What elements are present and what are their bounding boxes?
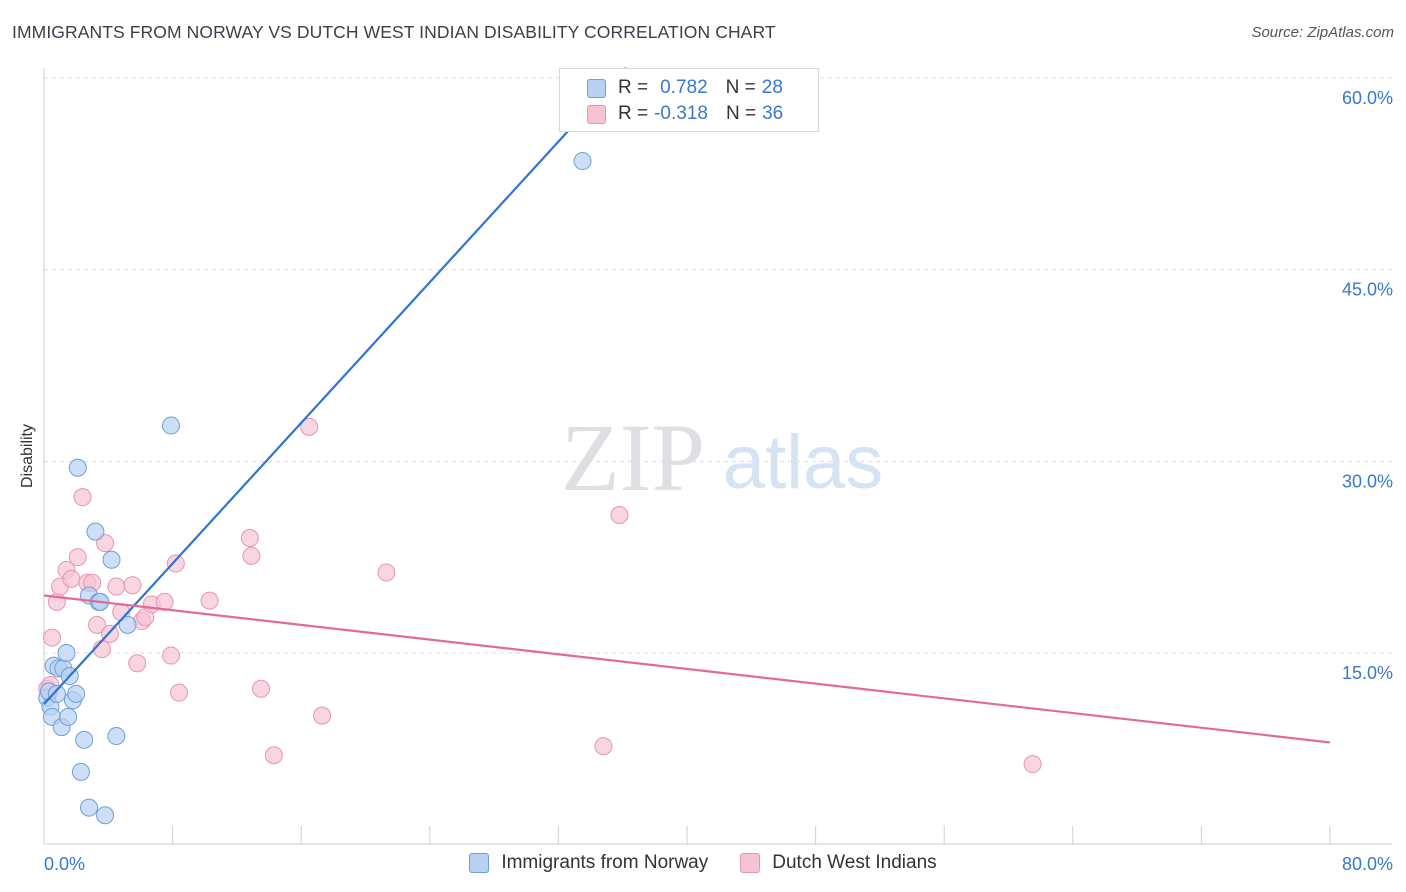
point-dutch (300, 417, 319, 436)
point-norway (573, 152, 592, 171)
y-tick-label: 30.0% (1342, 471, 1393, 491)
trend-line-dutch (43, 594, 1331, 744)
legend-row-norway: R = 0.782 N = 28 (560, 75, 783, 101)
watermark-zip: ZIP (561, 404, 705, 511)
x-tick-label-min: 0.0% (44, 854, 85, 874)
point-norway (59, 707, 78, 726)
point-dutch (1023, 755, 1042, 774)
point-norway (67, 684, 86, 703)
series-legend: Immigrants from Norway Dutch West Indian… (0, 852, 1406, 874)
point-norway (96, 806, 115, 825)
legend-n-label: N = (725, 77, 756, 98)
trend-line-norway (43, 67, 627, 705)
point-dutch (155, 592, 174, 611)
point-dutch (128, 654, 147, 673)
legend-r-value: 0.782 (660, 77, 708, 98)
point-norway (161, 416, 180, 435)
point-dutch (594, 737, 613, 756)
point-dutch (107, 577, 126, 596)
point-dutch (264, 746, 283, 765)
legend-label-norway: Immigrants from Norway (501, 852, 709, 873)
legend-r-value: -0.318 (654, 103, 708, 124)
point-dutch (62, 569, 81, 588)
legend-n-value: 36 (762, 103, 784, 124)
legend-r-label: R = (618, 103, 649, 124)
legend-swatch-dutch (587, 104, 606, 124)
point-norway (80, 798, 99, 817)
point-norway (71, 762, 90, 781)
point-norway (75, 730, 94, 749)
legend-item-dutch[interactable]: Dutch West Indians (740, 852, 937, 874)
watermark-atlas: atlas (723, 420, 884, 505)
point-dutch (43, 628, 62, 647)
y-tick-label: 45.0% (1342, 280, 1393, 300)
legend-n-value: 28 (761, 77, 783, 98)
y-tick-label: 15.0% (1342, 663, 1393, 683)
point-dutch (252, 679, 271, 698)
watermark: ZIP atlas (561, 404, 883, 511)
point-dutch (123, 576, 142, 595)
point-dutch (92, 640, 111, 659)
point-norway (68, 458, 87, 477)
axes (43, 68, 1392, 845)
trend-lines (43, 67, 1331, 744)
point-dutch (96, 534, 115, 553)
point-dutch (73, 488, 92, 507)
point-norway (86, 522, 105, 541)
point-norway (57, 644, 76, 662)
y-tick-label: 60.0% (1342, 88, 1393, 108)
x-tick-label-max: 80.0% (1342, 854, 1393, 874)
point-dutch (240, 529, 259, 547)
data-points (38, 152, 1042, 825)
point-norway (47, 684, 66, 703)
legend-swatch-norway (469, 853, 490, 873)
point-dutch (68, 548, 87, 567)
point-dutch (377, 563, 396, 582)
point-dutch (88, 615, 107, 634)
point-norway (118, 615, 137, 634)
stats-legend: R = 0.782 N = 28 R = -0.318 N = 36 (559, 68, 819, 132)
legend-swatch-norway (587, 78, 606, 98)
point-dutch (161, 646, 180, 665)
point-dutch (242, 546, 261, 565)
gridlines (44, 77, 1392, 654)
point-dutch (610, 506, 629, 524)
legend-n-label: N = (725, 103, 757, 124)
point-dutch (170, 683, 189, 702)
point-norway (102, 550, 121, 569)
legend-label-dutch: Dutch West Indians (772, 852, 937, 873)
point-dutch (200, 591, 219, 610)
chart-title: IMMIGRANTS FROM NORWAY VS DUTCH WEST IND… (12, 22, 776, 42)
legend-item-norway[interactable]: Immigrants from Norway (469, 852, 708, 874)
point-norway (107, 727, 126, 746)
tick-labels: 15.0% 30.0% 45.0% 60.0% 0.0% 80.0% (44, 88, 1393, 874)
legend-row-dutch: R = -0.318 N = 36 (560, 101, 783, 127)
point-dutch (313, 706, 332, 725)
source-label: Source: ZipAtlas.com (1251, 24, 1394, 41)
point-dutch (166, 554, 185, 573)
legend-swatch-dutch (740, 853, 761, 873)
legend-r-label: R = (618, 77, 649, 98)
